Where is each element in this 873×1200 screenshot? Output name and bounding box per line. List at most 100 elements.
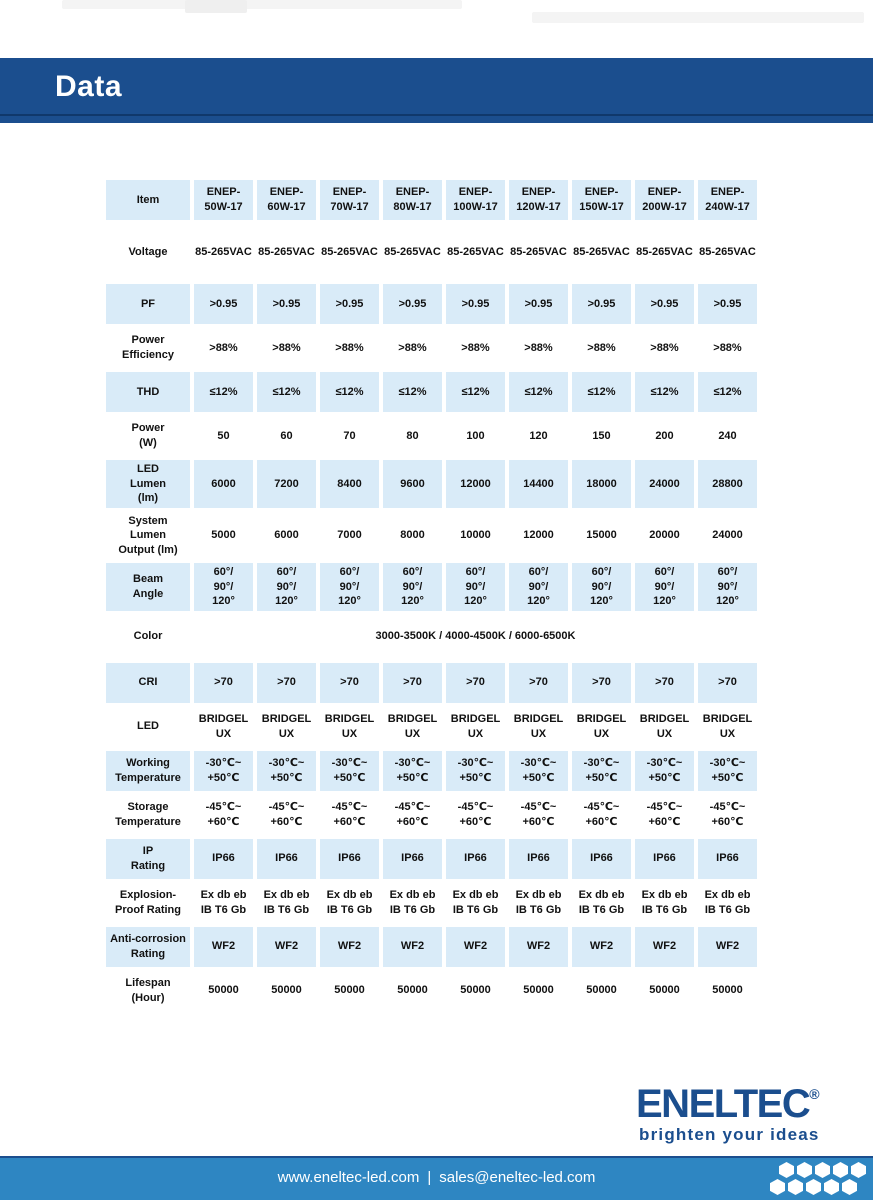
table-cell: -30℃~ +50℃ [635, 750, 694, 791]
table-cell: ≤12% [572, 372, 631, 412]
table-cell: 50000 [649, 984, 680, 997]
table-cell-merged: 3000-3500K / 4000-4500K / 6000-6500K [375, 630, 576, 643]
table-cell: 18000 [572, 460, 631, 508]
spec-table: Item ENEP- 50W-17 ENEP- 60W-17 ENEP- 70W-17… [102, 176, 761, 1015]
table-cell: IP66 [320, 838, 379, 879]
honeycomb-row [770, 1179, 864, 1195]
table-cell: 120 [529, 429, 548, 442]
table-cell: >0.95 [509, 284, 568, 324]
table-cell: >0.95 [320, 284, 379, 324]
table-cell: -45℃~ +60℃ [709, 801, 746, 828]
table-cell: 7000 [337, 529, 362, 542]
table-cell: 14400 [509, 460, 568, 508]
table-cell: 150 [592, 429, 611, 442]
table-cell: WF2 [698, 926, 757, 967]
table-cell: -45℃~ +60℃ [205, 801, 242, 828]
table-cell: 60°/ 90°/ 120° [698, 563, 757, 611]
table-cell: -30℃~ +50℃ [383, 750, 442, 791]
table-cell: 85-265VAC [447, 245, 504, 258]
hexagon-dot [806, 1179, 821, 1195]
table-cell: >88% [524, 341, 553, 354]
table-cell: -45℃~ +60℃ [268, 801, 305, 828]
table-cell: BRIDGEL UX [450, 713, 501, 740]
row-label: THD [106, 372, 190, 412]
table-cell: WF2 [257, 926, 316, 967]
table-cell: 50000 [334, 984, 365, 997]
table-cell: ≤12% [320, 372, 379, 412]
logo-brand-text: ENELTEC® [636, 1084, 846, 1124]
row-label: Explosion- Proof Rating [115, 889, 181, 916]
table-cell: 50000 [397, 984, 428, 997]
hexagon-dot [815, 1162, 830, 1178]
table-cell: 28800 [698, 460, 757, 508]
honeycomb-decoration [770, 1162, 866, 1195]
row-label-item: Item [106, 180, 190, 220]
table-cell: 60°/ 90°/ 120° [509, 563, 568, 611]
table-cell: 240 [718, 429, 737, 442]
table-cell: ≤12% [257, 372, 316, 412]
footer-separator: | [427, 1169, 432, 1186]
table-row-anti-corrosion-rating: Anti-corrosion Rating WF2 WF2 WF2 WF2 WF2 WF2 W… [106, 926, 757, 967]
table-cell: >0.95 [572, 284, 631, 324]
hexagon-dot [851, 1162, 866, 1178]
row-label: LED Lumen (lm) [106, 460, 190, 508]
table-cell: 5000 [211, 529, 236, 542]
table-cell: IP66 [635, 838, 694, 879]
table-cell: 85-265VAC [195, 245, 252, 258]
table-cell: 60°/ 90°/ 120° [194, 563, 253, 611]
table-header-row: Item ENEP- 50W-17 ENEP- 60W-17 ENEP- 70W-17… [106, 180, 757, 220]
table-cell: ≤12% [383, 372, 442, 412]
table-cell: -45℃~ +60℃ [331, 801, 368, 828]
footer-email-link[interactable]: sales@eneltec-led.com [439, 1169, 596, 1186]
row-label: Lifespan (Hour) [125, 977, 171, 1004]
table-row-ip-rating: IP Rating IP66 IP66 IP66 IP66 IP66 IP66 IP66 IP6… [106, 838, 757, 879]
table-cell: BRIDGEL UX [513, 713, 564, 740]
table-cell: 24000 [712, 529, 743, 542]
table-cell: -30℃~ +50℃ [572, 750, 631, 791]
table-cell: 85-265VAC [258, 245, 315, 258]
registered-trademark-symbol: ® [809, 1086, 820, 1102]
table-cell: 24000 [635, 460, 694, 508]
table-cell: 60°/ 90°/ 120° [320, 563, 379, 611]
table-cell: >0.95 [257, 284, 316, 324]
table-cell: -30℃~ +50℃ [446, 750, 505, 791]
column-header-enep-240w-17: ENEP- 240W-17 [698, 180, 757, 220]
table-cell: 70 [343, 429, 356, 442]
table-cell: WF2 [194, 926, 253, 967]
table-cell: Ex db eb IB T6 Gb [578, 889, 625, 916]
table-cell: 15000 [586, 529, 617, 542]
logo-wordmark: ENELTEC [636, 1082, 811, 1126]
table-row-cri: CRI >70 >70 >70 >70 >70 >70 >70 >70 >70 [106, 662, 757, 703]
table-cell: >88% [272, 341, 301, 354]
table-cell: -30℃~ +50℃ [320, 750, 379, 791]
table-cell: 10000 [460, 529, 491, 542]
table-cell: 60°/ 90°/ 120° [572, 563, 631, 611]
table-cell: WF2 [383, 926, 442, 967]
table-cell: 7200 [257, 460, 316, 508]
hexagon-dot [833, 1162, 848, 1178]
table-cell: 85-265VAC [636, 245, 693, 258]
table-cell: >70 [257, 662, 316, 703]
table-cell: IP66 [383, 838, 442, 879]
table-cell: 6000 [274, 529, 299, 542]
table-cell: -30℃~ +50℃ [194, 750, 253, 791]
table-cell: -45℃~ +60℃ [520, 801, 557, 828]
table-cell: >88% [209, 341, 238, 354]
table-cell: IP66 [257, 838, 316, 879]
table-cell: >0.95 [446, 284, 505, 324]
table-cell: 60 [280, 429, 293, 442]
row-label: CRI [106, 662, 190, 703]
table-cell: 85-265VAC [384, 245, 441, 258]
table-cell: -45℃~ +60℃ [394, 801, 431, 828]
hexagon-dot [779, 1162, 794, 1178]
row-label: System Lumen Output (lm) [118, 514, 178, 556]
table-cell: IP66 [446, 838, 505, 879]
table-cell: ≤12% [698, 372, 757, 412]
footer-website-link[interactable]: www.eneltec-led.com [277, 1169, 420, 1186]
table-cell: -45℃~ +60℃ [646, 801, 683, 828]
table-cell: >70 [194, 662, 253, 703]
table-cell: WF2 [320, 926, 379, 967]
table-row-power-efficiency: Power Efficiency >88% >88% >88% >88% >88% >88%… [106, 328, 757, 368]
table-cell: >0.95 [698, 284, 757, 324]
